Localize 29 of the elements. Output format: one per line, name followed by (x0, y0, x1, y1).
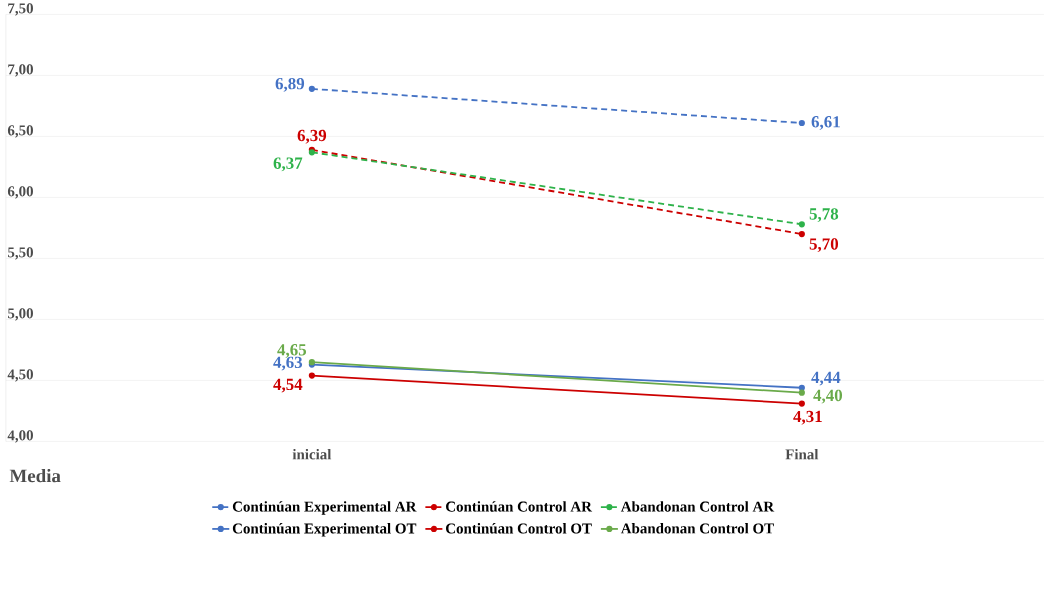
legend-label: Continúan Control OT (446, 523, 592, 534)
data-label: 5,70 (809, 238, 839, 253)
y-tick-label: 5,50 (8, 247, 33, 260)
legend-label: Abandonan Control OT (620, 523, 774, 534)
data-label: 6,37 (273, 157, 303, 172)
legend-label: Continúan Experimental OT (232, 523, 417, 537)
data-label: 5,78 (809, 208, 839, 223)
x-tick-label: Final (785, 449, 819, 460)
data-label: 4,63 (273, 356, 303, 371)
data-label: 4,65 (277, 344, 307, 359)
y-tick-label: 7,50 (8, 3, 33, 16)
y-tick-label: 7,00 (8, 64, 33, 77)
y-tick-label: 5,00 (8, 308, 33, 321)
y-tick-label: 4,50 (7, 369, 33, 382)
y-tick-label: 4,00 (7, 430, 33, 443)
data-label: 4,31 (793, 410, 822, 425)
data-label: 6,89 (275, 78, 305, 92)
data-label: 6,61 (811, 116, 840, 131)
data-label: 4,40 (813, 389, 843, 404)
data-label: 6,39 (297, 129, 327, 144)
x-tick-label: inicial (292, 449, 332, 460)
y-tick-label: 6,50 (7, 125, 33, 138)
x-axis-title: Media (9, 469, 61, 483)
legend-label: Continúan Experimental AR (232, 501, 417, 515)
data-label: 4,44 (811, 371, 841, 386)
legend-label: Continúan Control AR (446, 501, 593, 512)
data-label: 4,54 (273, 378, 303, 393)
legend-label: Abandonan Control AR (620, 501, 775, 512)
y-tick-label: 6,00 (7, 186, 33, 199)
